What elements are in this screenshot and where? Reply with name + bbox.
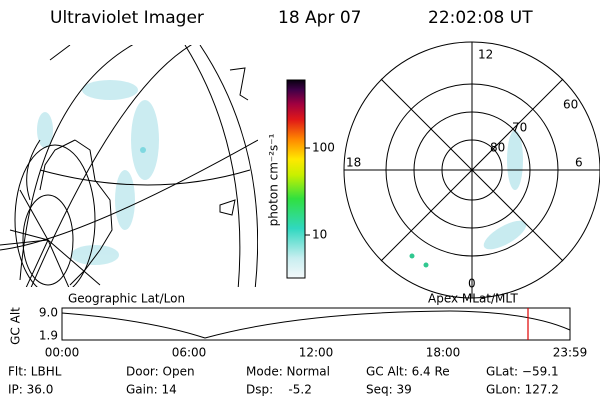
polar-label: 0 [468,277,476,291]
time: 22:02:08 UT [428,8,533,28]
colorbar [286,79,306,279]
polar-label: 6 [575,156,583,170]
footer-field: Door: Open [126,365,195,379]
y-tick-label: 1.9 [39,329,58,343]
footer-field: Mode: Normal [246,365,330,379]
polar-label: 70 [512,121,527,135]
footer-field: IP: 36.0 [8,383,53,397]
polar-plot [343,41,600,299]
x-tick-label: 23:59 [553,346,588,360]
footer-field: GC Alt: 6.4 Re [366,365,450,379]
colorbar-tick-label: 100 [312,141,335,155]
panel-label: Apex MLat/MLT [428,292,518,306]
footer-field: GLon: 127.2 [486,383,559,397]
polar-label: 60 [563,98,578,112]
x-tick-label: 00:00 [45,346,80,360]
x-tick-label: 12:00 [299,346,334,360]
footer-field: Flt: LBHL [8,365,62,379]
altitude-plot [61,307,571,341]
date: 18 Apr 07 [278,8,361,28]
title: Ultraviolet Imager [50,8,204,28]
colorbar-label: photon cm⁻²s⁻¹ [267,133,281,226]
polar-label: 18 [346,156,361,170]
y-tick-label: 9.0 [39,306,58,320]
colorbar-tick-label: 10 [312,228,327,242]
geographic-map [0,45,258,287]
x-tick-label: 18:00 [426,346,461,360]
footer-field: Gain: 14 [126,383,177,397]
x-tick-label: 06:00 [172,346,207,360]
footer-field: Dsp: -5.2 [246,383,312,397]
polar-label: 12 [478,48,493,62]
polar-label: 80 [490,141,505,155]
footer-field: Seq: 39 [366,383,412,397]
footer-field: GLat: −59.1 [486,365,559,379]
panel-label: Geographic Lat/Lon [68,292,185,306]
y-axis-label: GC Alt [9,307,23,345]
